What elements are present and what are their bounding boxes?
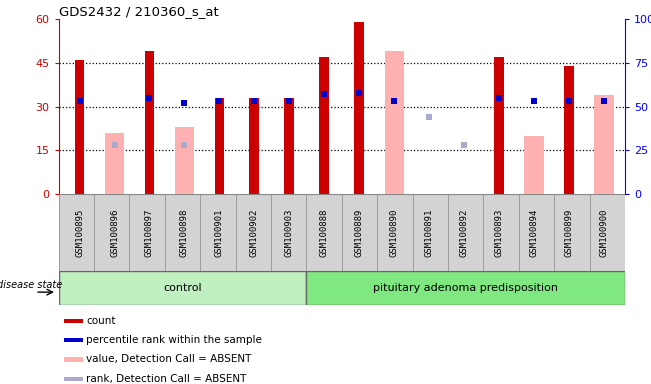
Text: GSM100902: GSM100902 bbox=[250, 208, 259, 257]
Bar bbox=[215, 98, 225, 194]
Text: GSM100892: GSM100892 bbox=[460, 208, 469, 257]
Bar bbox=[494, 57, 504, 194]
Text: GSM100889: GSM100889 bbox=[355, 208, 364, 257]
Text: GSM100899: GSM100899 bbox=[564, 208, 574, 257]
Text: percentile rank within the sample: percentile rank within the sample bbox=[86, 335, 262, 345]
Text: GSM100898: GSM100898 bbox=[180, 208, 189, 257]
Bar bbox=[64, 357, 83, 362]
Bar bbox=[525, 136, 544, 194]
Text: GSM100901: GSM100901 bbox=[215, 208, 224, 257]
Bar bbox=[320, 57, 329, 194]
Bar bbox=[385, 51, 404, 194]
Bar bbox=[64, 338, 83, 343]
Text: control: control bbox=[163, 283, 202, 293]
Text: GSM100903: GSM100903 bbox=[285, 208, 294, 257]
Bar bbox=[354, 22, 364, 194]
Text: GDS2432 / 210360_s_at: GDS2432 / 210360_s_at bbox=[59, 5, 218, 18]
Bar bbox=[249, 98, 259, 194]
Bar bbox=[105, 133, 124, 194]
Text: GSM100894: GSM100894 bbox=[529, 208, 538, 257]
Text: GSM100891: GSM100891 bbox=[424, 208, 434, 257]
Text: value, Detection Call = ABSENT: value, Detection Call = ABSENT bbox=[86, 354, 251, 364]
Text: rank, Detection Call = ABSENT: rank, Detection Call = ABSENT bbox=[86, 374, 247, 384]
Text: GSM100900: GSM100900 bbox=[600, 208, 609, 257]
Text: GSM100893: GSM100893 bbox=[495, 208, 504, 257]
Bar bbox=[64, 319, 83, 323]
Bar bbox=[175, 127, 194, 194]
Text: GSM100890: GSM100890 bbox=[390, 208, 398, 257]
Bar bbox=[594, 95, 614, 194]
Text: disease state: disease state bbox=[0, 280, 62, 290]
Bar bbox=[307, 271, 625, 305]
Text: GSM100895: GSM100895 bbox=[75, 208, 84, 257]
Bar bbox=[284, 98, 294, 194]
Bar bbox=[59, 271, 307, 305]
Text: GSM100897: GSM100897 bbox=[145, 208, 154, 257]
Bar bbox=[75, 60, 85, 194]
Bar bbox=[145, 51, 154, 194]
Text: count: count bbox=[86, 316, 116, 326]
Bar bbox=[564, 66, 574, 194]
Text: pituitary adenoma predisposition: pituitary adenoma predisposition bbox=[373, 283, 558, 293]
Text: GSM100896: GSM100896 bbox=[110, 208, 119, 257]
Text: GSM100888: GSM100888 bbox=[320, 208, 329, 257]
Bar bbox=[64, 376, 83, 381]
